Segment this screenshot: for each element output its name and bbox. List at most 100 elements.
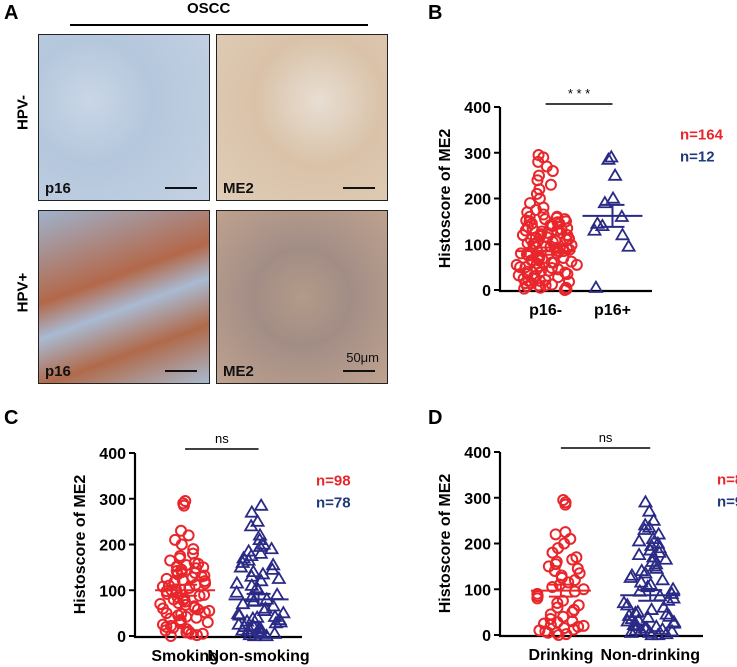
data-point xyxy=(661,608,677,622)
micrograph-hpv-neg-p16: p16 xyxy=(38,34,210,201)
data-point xyxy=(544,612,557,625)
data-point xyxy=(160,572,173,585)
data-point xyxy=(577,619,590,632)
oscc-title: OSCC xyxy=(187,0,231,17)
panel-label-a: A xyxy=(4,2,19,24)
data-point xyxy=(253,545,269,559)
data-point xyxy=(229,575,245,589)
y-tick-label: 300 xyxy=(99,492,126,509)
data-point xyxy=(229,584,245,598)
category-label: Non-drinking xyxy=(600,647,700,664)
data-point xyxy=(245,610,261,624)
data-point xyxy=(603,149,619,163)
stain-label: p16 xyxy=(45,363,71,380)
data-point xyxy=(571,562,584,575)
data-point xyxy=(551,596,564,609)
data-point xyxy=(250,513,266,527)
data-point xyxy=(171,591,184,604)
data-point xyxy=(203,604,216,617)
y-axis-label: Histoscore of ME2 xyxy=(437,129,454,269)
data-point xyxy=(551,210,564,223)
data-point xyxy=(268,615,284,629)
stain-label: ME2 xyxy=(223,180,254,197)
data-point xyxy=(244,504,260,518)
data-point xyxy=(531,587,544,600)
y-tick-label: 0 xyxy=(482,628,491,645)
n-label: n=82 xyxy=(717,471,737,488)
data-point xyxy=(252,527,268,541)
data-point xyxy=(249,609,265,623)
y-tick-label: 100 xyxy=(464,582,491,599)
data-point xyxy=(621,238,637,252)
data-point xyxy=(643,602,660,615)
data-point xyxy=(510,258,523,271)
data-point xyxy=(641,503,657,517)
panel-label-b: B xyxy=(428,2,443,24)
data-point xyxy=(651,526,667,540)
data-point xyxy=(179,495,192,508)
data-point xyxy=(664,623,680,637)
data-point xyxy=(623,624,639,638)
significance-label: ns xyxy=(215,431,229,446)
y-axis-label: Histoscore of ME2 xyxy=(437,474,454,614)
data-point xyxy=(648,618,664,632)
data-point xyxy=(169,533,182,546)
y-tick-label: 100 xyxy=(99,583,126,600)
data-point xyxy=(187,543,200,556)
data-point xyxy=(633,574,649,588)
data-point xyxy=(559,526,572,539)
y-tick-label: 300 xyxy=(464,146,491,163)
data-point xyxy=(624,567,640,581)
scale-bar xyxy=(343,187,375,189)
stain-label: ME2 xyxy=(223,363,254,380)
data-point xyxy=(524,197,537,210)
y-tick-label: 300 xyxy=(464,491,491,508)
data-point xyxy=(589,215,606,229)
category-label: p16- xyxy=(529,302,562,319)
data-point xyxy=(619,597,635,611)
data-point xyxy=(241,543,257,557)
data-point xyxy=(558,213,571,226)
data-point xyxy=(544,608,557,621)
data-point xyxy=(654,621,671,635)
data-point xyxy=(520,248,533,261)
data-point xyxy=(271,571,287,584)
y-tick-label: 200 xyxy=(99,538,126,555)
significance-label: ns xyxy=(599,430,613,445)
category-label: Non-smoking xyxy=(207,648,309,665)
n-label: n=94 xyxy=(717,493,737,510)
n-label: n=78 xyxy=(316,494,351,511)
micrograph-hpv-pos-p16: p16 xyxy=(38,210,210,384)
data-point xyxy=(600,151,617,165)
stain-label: p16 xyxy=(45,180,71,197)
data-point xyxy=(614,227,631,241)
data-point xyxy=(594,218,610,232)
data-point xyxy=(241,621,257,635)
data-point xyxy=(655,572,671,586)
y-axis-label: Histoscore of ME2 xyxy=(72,475,89,615)
category-label: Smoking xyxy=(151,648,219,665)
data-point xyxy=(520,214,533,227)
micrograph-hpv-neg-me2: ME2 xyxy=(216,34,388,201)
data-point xyxy=(267,625,283,639)
data-point xyxy=(627,605,644,619)
data-point xyxy=(156,618,169,631)
y-tick-label: 400 xyxy=(464,100,491,117)
n-label: n=98 xyxy=(316,472,351,489)
scale-bar-text: 50μm xyxy=(346,350,379,365)
data-point xyxy=(245,564,261,578)
y-tick-label: 200 xyxy=(464,537,491,554)
category-label: Drinking xyxy=(528,647,593,664)
data-point xyxy=(546,580,559,593)
data-point xyxy=(182,625,195,638)
data-point xyxy=(605,190,621,204)
y-tick-label: 0 xyxy=(117,629,126,646)
data-point xyxy=(196,627,209,640)
panel-label-d: D xyxy=(428,407,443,429)
data-point xyxy=(631,533,647,547)
significance-label: * * * xyxy=(568,86,590,101)
y-tick-label: 400 xyxy=(464,445,491,462)
category-label: p16+ xyxy=(594,302,631,319)
data-point xyxy=(659,606,675,620)
data-point xyxy=(643,576,659,590)
